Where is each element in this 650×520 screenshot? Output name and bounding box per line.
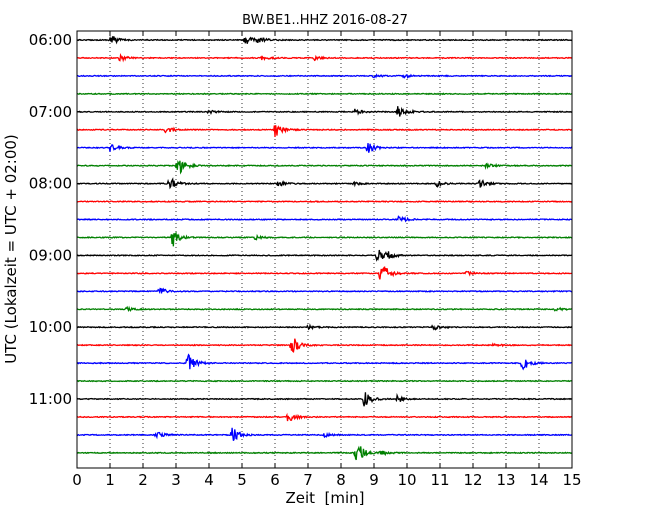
trace-1100 [76,392,573,407]
trace-0645 [76,92,573,96]
trace-0815 [76,200,573,203]
trace-1045 [76,379,573,383]
trace-0615 [76,52,573,63]
trace-0730 [76,143,573,153]
x-tick-label: 1 [105,471,115,489]
trace-1000 [76,323,573,331]
x-axis: 0 1 2 3 4 5 6 7 8 9 10 11 12 13 14 15 [72,31,582,489]
trace-0700 [76,106,573,117]
y-hour-label: 06:00 [29,31,72,49]
trace-group [76,35,573,461]
x-tick-label: 13 [496,471,515,489]
trace-0745 [76,160,573,175]
trace-0900 [76,249,573,262]
chart-title: BW.BE1..HHZ 2016-08-27 [242,13,408,28]
trace-1145 [76,445,573,461]
trace-0800 [76,177,573,190]
x-tick-label: 7 [303,471,313,489]
x-tick-label: 0 [72,471,82,489]
trace-0600 [76,35,573,45]
y-axis: 06:00 07:00 08:00 09:00 10:00 11:00 [29,31,572,408]
x-tick-label: 12 [463,471,482,489]
trace-0830 [76,215,573,223]
y-hour-label: 07:00 [29,103,72,121]
x-tick-label: 5 [237,471,247,489]
x-axis-label: Zeit [min] [285,489,364,507]
x-tick-label: 9 [369,471,379,489]
x-tick-label: 15 [562,471,581,489]
trace-1130 [76,427,573,441]
y-hour-label: 10:00 [29,318,72,336]
trace-1015 [76,338,573,353]
trace-1030 [76,353,573,371]
x-tick-label: 4 [204,471,214,489]
trace-1115 [76,412,573,422]
x-tick-label: 8 [336,471,346,489]
y-hour-label: 08:00 [29,175,72,193]
x-tick-label: 3 [171,471,181,489]
trace-0845 [76,230,573,247]
trace-0945 [76,305,573,313]
grid-lines [109,31,540,468]
x-tick-label: 14 [529,471,548,489]
trace-0915 [76,266,573,280]
trace-0715 [76,125,573,138]
y-hour-label: 11:00 [29,390,72,408]
x-tick-label: 2 [138,471,148,489]
y-axis-label: UTC (Lokalzeit = UTC + 02:00) [2,134,20,364]
plot-frame [76,30,573,469]
x-tick-label: 11 [430,471,449,489]
x-tick-label: 6 [270,471,280,489]
y-hour-label: 09:00 [29,246,72,264]
trace-0630 [76,73,573,80]
x-tick-label: 10 [397,471,416,489]
trace-0930 [76,287,573,295]
